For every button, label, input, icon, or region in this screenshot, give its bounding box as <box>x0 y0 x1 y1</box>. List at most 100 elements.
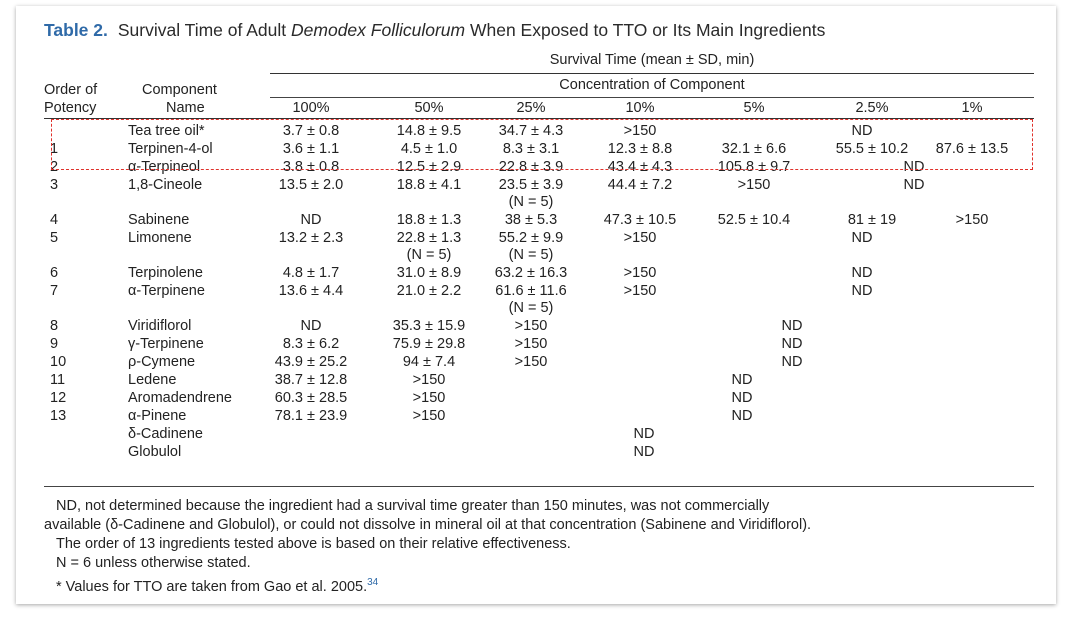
cell-nd: ND <box>781 318 803 334</box>
cell-10: 43.4 ± 4.3 <box>607 159 673 175</box>
header-rule-top <box>270 73 1034 74</box>
cell-10: 44.4 ± 7.2 <box>607 177 673 193</box>
header-order-line1: Order of <box>44 82 98 98</box>
cell-1: >150 <box>955 212 989 228</box>
cell-note-n: (N = 5) <box>508 300 554 316</box>
cell-component-name: Ledene <box>128 372 177 388</box>
cell-component-name: Aromadendrene <box>128 390 232 406</box>
cell-50: 4.5 ± 1.0 <box>400 141 458 157</box>
cell-note-n: (N = 5) <box>508 194 554 210</box>
cell-50: 18.8 ± 4.1 <box>396 177 462 193</box>
cell-25: 63.2 ± 16.3 <box>494 265 568 281</box>
cell-nd: ND <box>851 283 873 299</box>
cell-10: 47.3 ± 10.5 <box>603 212 677 228</box>
title-pre: Survival Time of Adult <box>117 20 292 40</box>
cell-25: 23.5 ± 3.9 <box>498 177 564 193</box>
footnote-order: The order of 13 ingredients tested above… <box>56 536 571 552</box>
cell-10: 12.3 ± 8.8 <box>607 141 673 157</box>
cell-100: ND <box>300 318 322 334</box>
cell-10: >150 <box>623 230 657 246</box>
cell-50: >150 <box>412 372 446 388</box>
cell-component-name: δ-Cadinene <box>128 426 203 442</box>
cell-component-name: Globulol <box>128 444 182 460</box>
cell-100: 43.9 ± 25.2 <box>274 354 348 370</box>
cell-100: ND <box>300 212 322 228</box>
col-2-5: 2.5% <box>855 100 889 116</box>
col-1: 1% <box>961 100 983 116</box>
cell-component-name: Terpinen-4-ol <box>128 141 213 157</box>
cell-nd: ND <box>851 230 873 246</box>
cell-component-name: α-Pinene <box>128 408 187 424</box>
cell-25: 22.8 ± 3.9 <box>498 159 564 175</box>
cell-5: >150 <box>737 177 771 193</box>
cell-note-n: (N = 5) <box>508 247 554 263</box>
header-rule-bottom <box>44 118 1034 119</box>
cell-25: 61.6 ± 11.6 <box>495 283 567 299</box>
footnote-ref: 34 <box>367 577 379 588</box>
cell-order: 8 <box>50 318 59 334</box>
cell-50: 21.0 ± 2.2 <box>396 283 462 299</box>
col-100: 100% <box>292 100 330 116</box>
cell-25: >150 <box>514 354 548 370</box>
footnote-tto: * Values for TTO are taken from Gao et a… <box>56 573 378 597</box>
cell-order: 12 <box>50 390 67 406</box>
cell-nd: ND <box>903 159 925 175</box>
footnote-nd-line2: available (δ-Cadinene and Globulol), or … <box>44 517 812 533</box>
col-5: 5% <box>743 100 765 116</box>
header-survival-time: Survival Time (mean ± SD, min) <box>549 52 755 68</box>
cell-100: 78.1 ± 23.9 <box>274 408 348 424</box>
cell-component-name: γ-Terpinene <box>128 336 204 352</box>
cell-50: 18.8 ± 1.3 <box>396 212 462 228</box>
cell-component-name: α-Terpinene <box>128 283 205 299</box>
cell-100: 13.2 ± 2.3 <box>278 230 344 246</box>
cell-nd: ND <box>731 408 753 424</box>
cell-5: 32.1 ± 6.6 <box>721 141 787 157</box>
cell-component-name: Terpinolene <box>128 265 203 281</box>
cell-50: 35.3 ± 15.9 <box>392 318 466 334</box>
cell-50: 31.0 ± 8.9 <box>396 265 462 281</box>
col-50: 50% <box>414 100 444 116</box>
cell-order: 10 <box>50 354 67 370</box>
table-bottom-rule <box>44 486 1034 487</box>
cell-50: 22.8 ± 1.3 <box>396 230 462 246</box>
cell-25: 8.3 ± 3.1 <box>502 141 560 157</box>
cell-50: >150 <box>412 390 446 406</box>
cell-nd: ND <box>851 123 873 139</box>
header-rule-mid <box>270 97 1034 98</box>
header-concentration: Concentration of Component <box>559 77 745 93</box>
cell-order: 3 <box>50 177 59 193</box>
cell-component-name: Viridiflorol <box>128 318 192 334</box>
cell-100: 4.8 ± 1.7 <box>282 265 340 281</box>
cell-order: 6 <box>50 265 59 281</box>
table-page: Table 2. Survival Time of Adult Demodex F… <box>16 6 1056 604</box>
cell-order: 13 <box>50 408 67 424</box>
cell-2-5: 81 ± 19 <box>847 212 897 228</box>
cell-component-name: Sabinene <box>128 212 190 228</box>
cell-100: 3.8 ± 0.8 <box>282 159 340 175</box>
cell-25: 55.2 ± 9.9 <box>498 230 564 246</box>
cell-25: >150 <box>514 336 548 352</box>
cell-5: 105.8 ± 9.7 <box>717 159 791 175</box>
header-order-line2: Potency <box>44 100 97 116</box>
cell-component-name: Tea tree oil* <box>128 123 205 139</box>
cell-order: 4 <box>50 212 59 228</box>
cell-100: 13.5 ± 2.0 <box>278 177 344 193</box>
cell-nd: ND <box>781 336 803 352</box>
cell-100: 8.3 ± 6.2 <box>282 336 340 352</box>
cell-component-name: ρ-Cymene <box>128 354 196 370</box>
cell-50: >150 <box>412 408 446 424</box>
table-label: Table 2. <box>44 20 108 40</box>
cell-nd: ND <box>851 265 873 281</box>
cell-100: 3.7 ± 0.8 <box>282 123 340 139</box>
cell-25: 38 ± 5.3 <box>504 212 558 228</box>
cell-component-name: α-Terpineol <box>128 159 201 175</box>
cell-1: 87.6 ± 13.5 <box>935 141 1009 157</box>
col-10: 10% <box>625 100 655 116</box>
cell-order: 5 <box>50 230 59 246</box>
cell-order: 1 <box>50 141 59 157</box>
cell-2-5: 55.5 ± 10.2 <box>835 141 909 157</box>
table-title: Table 2. Survival Time of Adult Demodex F… <box>44 20 825 41</box>
cell-25: 34.7 ± 4.3 <box>498 123 564 139</box>
cell-50: 14.8 ± 9.5 <box>396 123 462 139</box>
cell-nd: ND <box>633 444 655 460</box>
